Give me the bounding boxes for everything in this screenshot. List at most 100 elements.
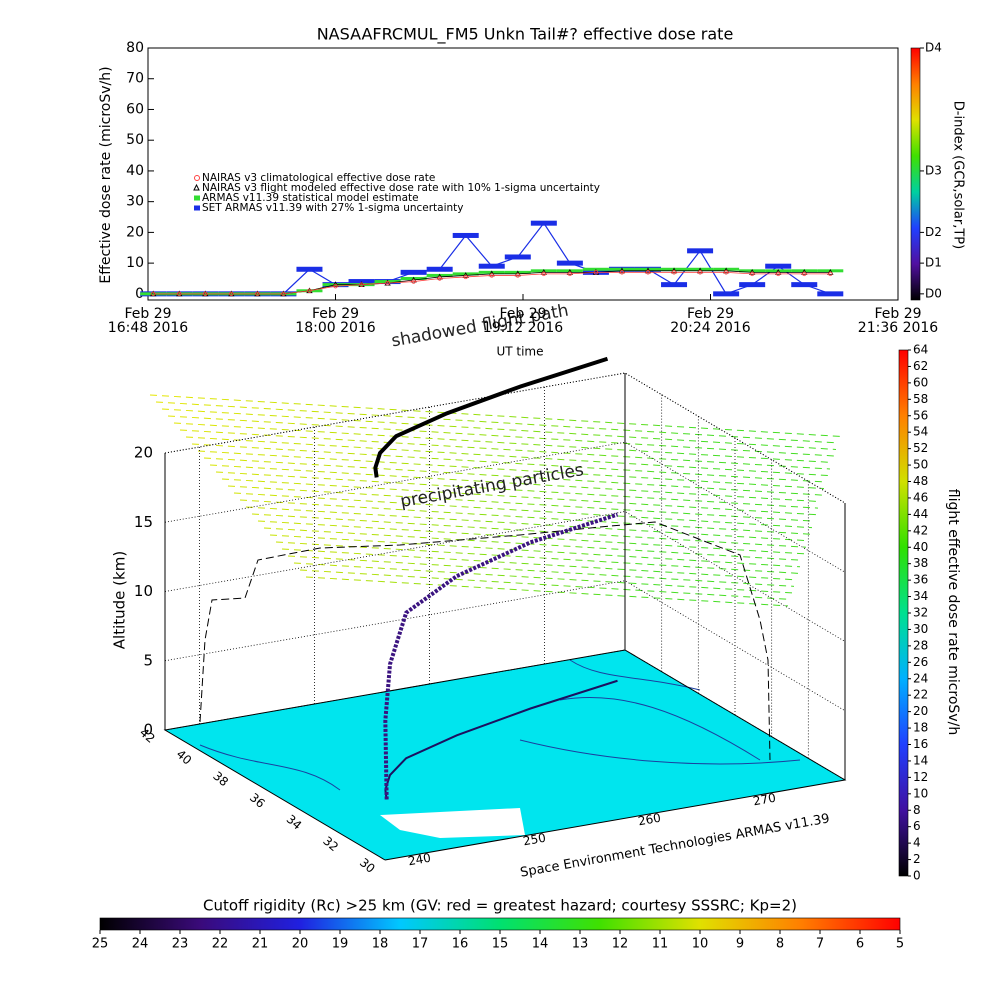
- lattice-row: [299, 569, 791, 600]
- x-tick-label: 19:12 2016: [483, 320, 564, 336]
- colorbar-tick-label: 62: [913, 359, 928, 373]
- lattice-row: [221, 478, 817, 516]
- colorbar-tick-label: 28: [913, 638, 928, 652]
- y-tick-label: 80: [126, 40, 144, 56]
- colorbar-tick-label: 34: [913, 589, 928, 603]
- colorbar-tick-label: 4: [913, 836, 921, 850]
- colorbar-tick-label: 8: [913, 803, 921, 817]
- z-tick-label: 0: [143, 721, 153, 739]
- colorbar-tick-label: 20: [292, 937, 309, 952]
- flight-3d-plot: 0 5 10 15 20 240 250 260 270 42 40 38 36 34 32 30 Altitu…: [111, 301, 847, 881]
- z-tick-label: 5: [143, 651, 153, 669]
- lat-tick-label: 32: [320, 834, 341, 855]
- lattice-row: [209, 464, 821, 503]
- colorbar-tick-label: 11: [652, 937, 669, 952]
- lattice-row: [305, 576, 789, 607]
- dose-line: [153, 270, 831, 295]
- y2-tick-label: D0: [925, 286, 942, 300]
- x-tick-label: Feb 29: [874, 306, 921, 322]
- lon-tick-label: 260: [637, 811, 662, 829]
- lon-tick-label: 270: [752, 791, 777, 809]
- y2-tick-label: D2: [925, 225, 942, 239]
- legend-label: NAIRAS v3 climatological effective dose …: [202, 172, 435, 184]
- colorbar-tick-label: 14: [532, 937, 549, 952]
- lattice-row: [233, 492, 813, 529]
- colorbar-title: Cutoff rigidity (Rc) >25 km (GV: red = g…: [203, 897, 797, 915]
- colorbar-tick-label: 24: [132, 937, 149, 952]
- colorbar-tick-label: 54: [913, 425, 928, 439]
- colorbar-tick-label: 48: [913, 474, 928, 488]
- lat-tick-label: 36: [247, 790, 268, 811]
- legend-marker: [194, 175, 200, 181]
- ground-map: [165, 650, 845, 860]
- x-tick-label: 16:48 2016: [108, 320, 189, 336]
- colorbar-tick-label: 15: [492, 937, 509, 952]
- colorbar-tick-label: 23: [172, 937, 189, 952]
- legend-marker: [194, 205, 200, 211]
- lattice-row: [197, 450, 825, 490]
- colorbar-tick-label: 56: [913, 408, 928, 422]
- ground-patch: [380, 808, 525, 838]
- colorbar-tick-label: 17: [412, 937, 429, 952]
- y-tick-label: 20: [126, 224, 144, 240]
- y-tick-label: 50: [126, 132, 144, 148]
- coast-lines: [199, 659, 801, 791]
- colorbar-tick-label: 22: [913, 688, 928, 702]
- colorbar-tick-label: 26: [913, 655, 928, 669]
- colorbar-tick-label: 10: [913, 786, 928, 800]
- lat-tick-label: 42: [137, 725, 158, 746]
- rigidity-colorbar: [99, 917, 901, 931]
- lattice-row: [191, 443, 827, 483]
- chart-title: NASAAFRCMUL_FM5 Unkn Tail#? effective do…: [317, 25, 734, 45]
- boundary-outline: [199, 521, 771, 761]
- z-tick-label: 15: [134, 513, 153, 531]
- z-tick-label: 20: [134, 444, 153, 462]
- colorbar-tick-label: 38: [913, 556, 928, 570]
- y-tick-label: 70: [126, 71, 144, 87]
- lattice-row: [161, 408, 837, 450]
- colorbar-tick-label: 25: [92, 937, 109, 952]
- lattice-row: [167, 415, 835, 457]
- lattice-row: [239, 499, 811, 535]
- x-tick-label: 20:24 2016: [670, 320, 751, 336]
- colorbar-tick-label: 12: [913, 770, 928, 784]
- colorbar-tick-label: 50: [913, 458, 928, 472]
- dose-line: [153, 271, 831, 295]
- colorbar-label: flight effective dose rate microSv/h: [945, 489, 961, 735]
- lattice-row: [275, 541, 799, 574]
- lattice-row: [263, 527, 803, 561]
- shadow-path: [373, 356, 609, 478]
- lat-tick-label: 38: [210, 769, 231, 790]
- y-axis-label: Effective dose rate (microSv/h): [98, 66, 114, 283]
- lattice-row: [173, 422, 833, 463]
- lattice-row: [257, 520, 805, 555]
- legend-marker: [193, 183, 200, 191]
- colorbar-tick-label: 19: [332, 937, 349, 952]
- lattice-row: [287, 555, 795, 587]
- colorbar-tick-label: 14: [913, 753, 928, 767]
- x-tick-label: Feb 29: [312, 306, 359, 322]
- lattice-row: [251, 513, 807, 548]
- dose-rate-plot: NASAAFRCMUL_FM5 Unkn Tail#? effective do…: [98, 25, 966, 359]
- lon-tick-label: 250: [522, 831, 547, 849]
- colorbar-tick-label: 58: [913, 392, 928, 406]
- x-tick-label: Feb 29: [124, 306, 171, 322]
- colorbar-tick-label: 5: [896, 937, 904, 952]
- colorbar-tick-label: 2: [913, 852, 921, 866]
- x-tick-label: 21:36 2016: [858, 320, 939, 336]
- legend-label: NAIRAS v3 flight modeled effective dose …: [202, 182, 600, 194]
- colorbar-tick-label: 0: [913, 869, 921, 883]
- colorbar-tick-label: 32: [913, 606, 928, 620]
- colorbar-tick-label: 12: [612, 937, 629, 952]
- y2-axis-label: D-index (GCR,solar,TP): [951, 101, 966, 249]
- particle-lattice: [149, 394, 841, 607]
- y2-tick-label: D4: [925, 41, 942, 55]
- colorbar-tick-label: 7: [816, 937, 824, 952]
- colorbar-tick-label: 24: [913, 671, 928, 685]
- colorbar-tick-label: 52: [913, 441, 928, 455]
- flight-path: [383, 512, 619, 800]
- y2-tick-label: D3: [925, 163, 942, 177]
- lat-tick-label: 30: [357, 855, 378, 876]
- lat-tick-label: 34: [284, 812, 305, 833]
